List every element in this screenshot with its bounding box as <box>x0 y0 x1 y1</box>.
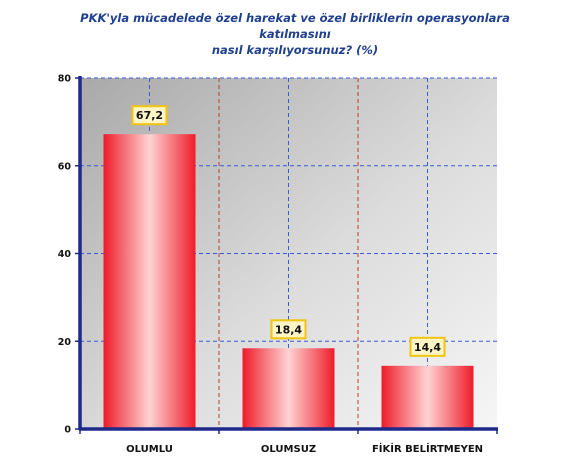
y-tick-label: 0 <box>64 425 71 436</box>
y-tick-label: 40 <box>58 249 72 260</box>
value-label-box <box>409 336 446 357</box>
value-label-box <box>270 319 307 340</box>
value-label: 18,4 <box>275 323 302 336</box>
chart-title-line2: nasıl karşılıyorsunuz? (%) <box>211 43 379 57</box>
category-label: OLUMSUZ <box>261 444 316 455</box>
value-label-box <box>131 105 168 126</box>
chart-title-line1: PKK'yla mücadelede özel harekat ve özel … <box>80 11 510 41</box>
bar <box>242 348 335 429</box>
bar <box>103 134 196 429</box>
category-label: OLUMLU <box>126 444 173 455</box>
category-label: FİKİR BELİRTMEYEN <box>372 441 483 455</box>
value-label: 14,4 <box>414 341 441 354</box>
value-label: 67,2 <box>136 109 163 122</box>
y-tick-label: 20 <box>58 337 72 348</box>
y-tick-label: 80 <box>58 74 72 85</box>
chart-title: PKK'yla mücadelede özel harekat ve özel … <box>60 10 530 58</box>
bar <box>381 365 474 429</box>
y-tick-label: 60 <box>58 161 72 172</box>
